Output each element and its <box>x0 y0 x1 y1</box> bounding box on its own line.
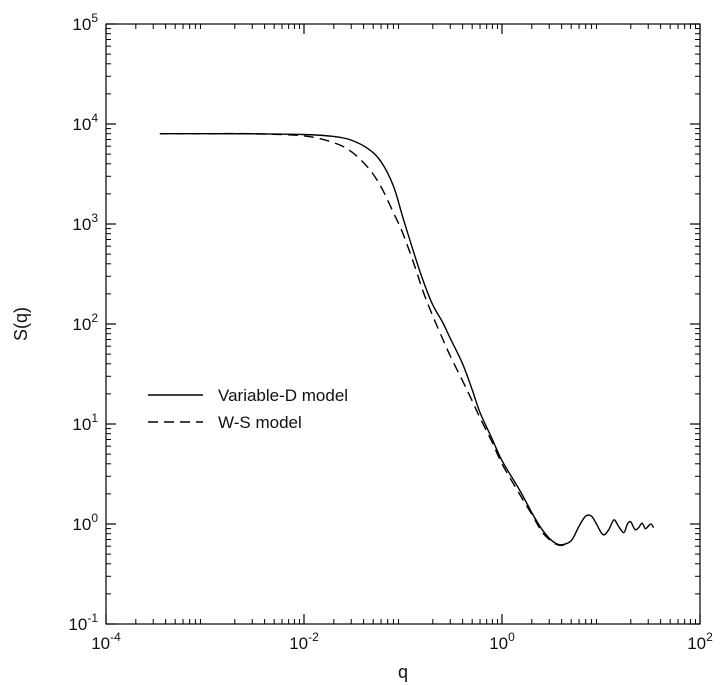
variable-d-model-line <box>159 132 655 546</box>
ws-model-line <box>159 132 567 547</box>
plot-frame <box>105 23 701 625</box>
y-tick-label: 10-1 <box>68 611 98 634</box>
legend: Variable-D model W-S model <box>148 386 348 432</box>
x-axis-ticks: 10-4 10-2 100 102 <box>91 24 713 653</box>
legend-label: W-S model <box>218 413 302 432</box>
y-tick-label: 105 <box>72 11 98 34</box>
y-tick-label: 104 <box>72 111 98 134</box>
x-tick-label: 102 <box>687 630 713 653</box>
y-tick-label: 101 <box>72 411 98 434</box>
y-axis-ticks: 10-1 100 101 102 103 104 105 <box>68 11 700 634</box>
legend-label: Variable-D model <box>218 386 348 405</box>
y-tick-label: 102 <box>72 311 98 334</box>
plot-border <box>105 23 701 625</box>
x-axis-title: q <box>398 662 408 682</box>
x-tick-label: 10-4 <box>91 630 121 653</box>
y-axis-title: S(q) <box>11 307 31 341</box>
x-tick-label: 10-2 <box>289 630 319 653</box>
y-tick-label: 103 <box>72 211 98 234</box>
x-tick-label: 100 <box>489 630 515 653</box>
y-tick-label: 100 <box>72 511 98 534</box>
series-layer <box>159 132 655 547</box>
